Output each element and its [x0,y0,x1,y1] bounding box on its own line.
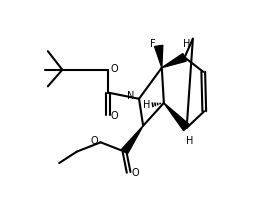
Polygon shape [121,126,143,154]
Text: H: H [183,39,190,49]
Text: H: H [186,136,193,146]
Text: O: O [91,136,98,146]
Text: O: O [131,168,139,178]
Polygon shape [155,45,163,68]
Polygon shape [164,103,190,131]
Text: O: O [110,111,118,121]
Text: N: N [127,91,135,101]
Text: H: H [143,100,151,110]
Polygon shape [162,54,186,68]
Text: O: O [110,64,118,74]
Text: F: F [150,39,156,49]
